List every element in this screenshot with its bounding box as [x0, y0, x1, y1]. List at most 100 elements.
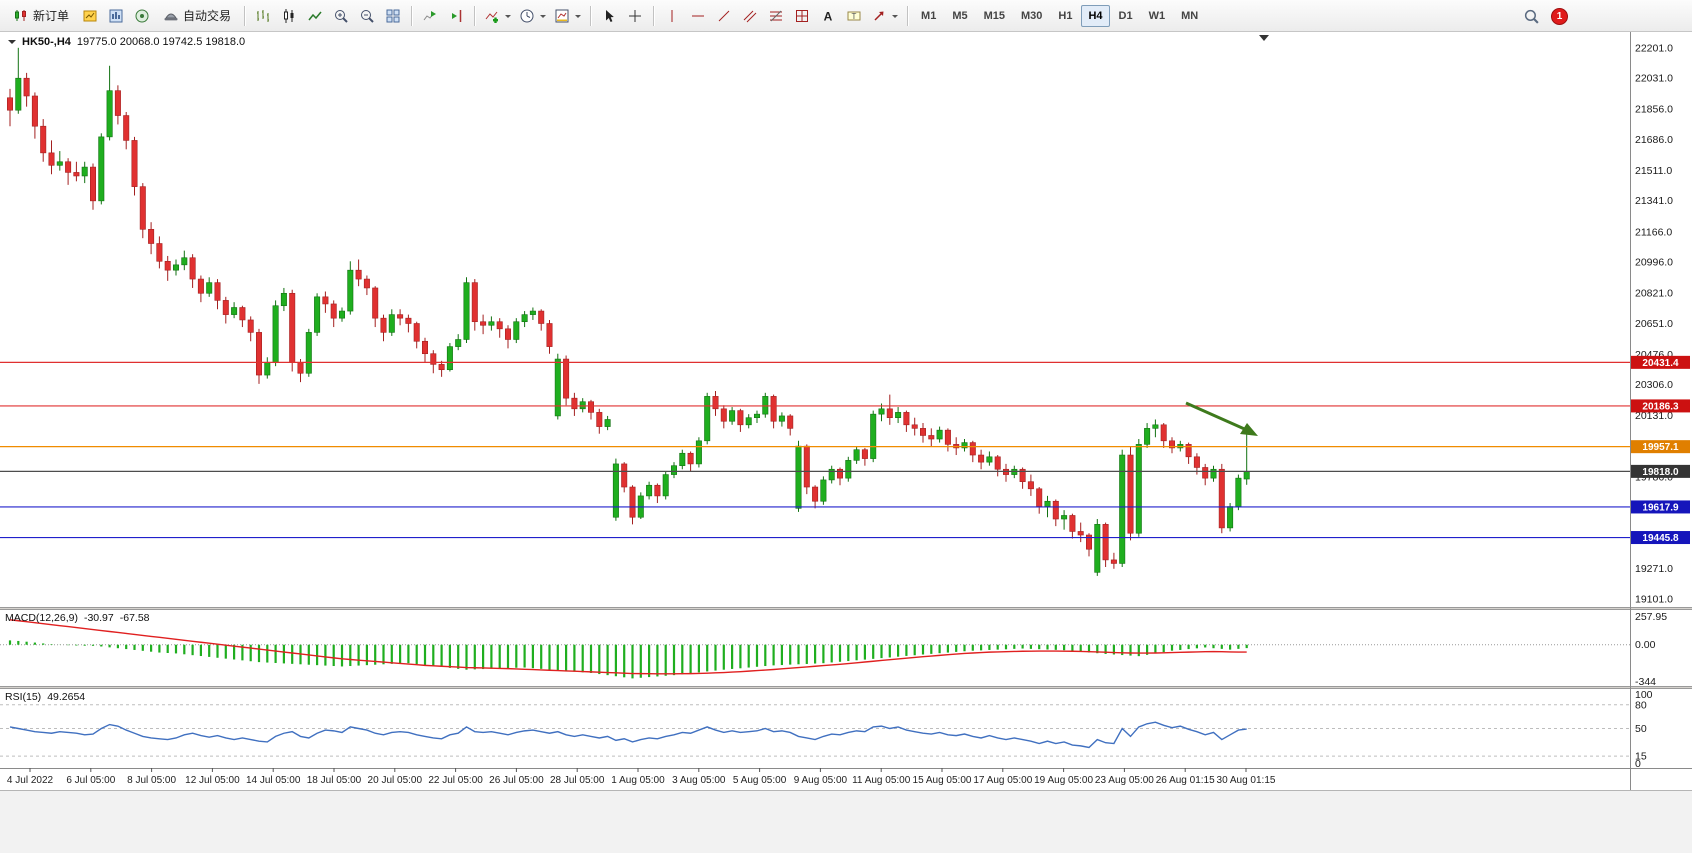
svg-text:22201.0: 22201.0	[1635, 42, 1673, 54]
macd-main-value: -30.97	[83, 612, 114, 624]
chart-shift-button[interactable]	[443, 4, 469, 28]
search-icon[interactable]	[1523, 8, 1540, 25]
timeframe-button-mn[interactable]: MN	[1174, 5, 1205, 27]
rsi-line	[9, 721, 1247, 749]
trendline-button[interactable]	[711, 4, 737, 28]
new-order-label: 新订单	[33, 9, 70, 23]
arrows-button[interactable]	[867, 4, 902, 28]
chevron-down-icon[interactable]	[540, 15, 547, 21]
templates-icon	[555, 9, 569, 22]
line-chart-button[interactable]	[302, 4, 328, 28]
trendline-icon	[718, 10, 730, 21]
zoom-out-button[interactable]	[354, 4, 380, 28]
svg-text:22031.0: 22031.0	[1635, 73, 1673, 85]
text-label-button[interactable]: T	[841, 4, 867, 28]
timeframe-button-m15[interactable]: M15	[977, 5, 1012, 27]
svg-text:21856.0: 21856.0	[1635, 104, 1673, 116]
equidistant-channel-button[interactable]	[737, 4, 763, 28]
new-order-button[interactable]: 新订单	[5, 4, 77, 28]
chart-plot-area[interactable]	[0, 32, 1630, 607]
horizontal-line-button[interactable]	[685, 4, 711, 28]
candlestick-series	[7, 47, 1250, 576]
timeframe-button-d1[interactable]: D1	[1112, 5, 1140, 27]
zoom-in-button[interactable]	[328, 4, 354, 28]
cursor-button[interactable]	[596, 4, 622, 28]
shapes-icon	[796, 9, 809, 22]
zoom-in-icon	[335, 9, 348, 23]
price-axis[interactable]	[1630, 32, 1692, 768]
timeframe-button-h1[interactable]: H1	[1051, 5, 1079, 27]
candlestick-chart-button[interactable]	[276, 4, 302, 28]
toolbar-separator	[244, 5, 246, 26]
line-chart-icon	[308, 11, 322, 20]
arrow-annotation[interactable]	[1185, 401, 1250, 433]
time-axis[interactable]	[0, 768, 1692, 790]
svg-text:-344: -344	[1635, 676, 1656, 688]
periods-button[interactable]	[515, 4, 550, 28]
svg-text:11 Aug 05:00: 11 Aug 05:00	[852, 775, 911, 786]
chevron-down-icon[interactable]	[892, 15, 899, 21]
chevron-down-icon[interactable]	[575, 15, 582, 21]
panel-divider[interactable]	[0, 686, 1692, 689]
shapes-button[interactable]	[789, 4, 815, 28]
toolbar-separator	[474, 5, 476, 26]
timeframe-button-w1[interactable]: W1	[1142, 5, 1173, 27]
vertical-line-button[interactable]	[659, 4, 685, 28]
macd-panel[interactable]	[0, 610, 1630, 686]
main-toolbar: 新订单 自动交易	[0, 0, 1692, 32]
svg-text:1 Aug 05:00: 1 Aug 05:00	[611, 775, 665, 786]
chart-symbol-label: HK50-,H4 19775.0 20068.0 19742.5 19818.0	[8, 36, 245, 48]
chevron-down-icon[interactable]	[505, 15, 512, 21]
fibonacci-icon	[770, 10, 783, 21]
timeframe-button-m1[interactable]: M1	[914, 5, 943, 27]
timeframe-button-m30[interactable]: M30	[1014, 5, 1049, 27]
new-chart-icon	[83, 10, 97, 21]
svg-text:17 Aug 05:00: 17 Aug 05:00	[973, 775, 1032, 786]
svg-text:21341.0: 21341.0	[1635, 195, 1673, 207]
crosshair-icon	[629, 9, 642, 22]
svg-text:20186.3: 20186.3	[1642, 401, 1679, 412]
svg-text:19271.0: 19271.0	[1635, 563, 1673, 575]
rsi-value: 49.2654	[47, 691, 86, 703]
svg-text:19101.0: 19101.0	[1635, 593, 1673, 605]
rsi-panel[interactable]	[0, 689, 1630, 768]
svg-text:8 Jul 05:00: 8 Jul 05:00	[127, 775, 176, 786]
svg-text:19957.1: 19957.1	[1642, 442, 1679, 453]
svg-text:28 Jul 05:00: 28 Jul 05:00	[550, 775, 605, 786]
fibonacci-button[interactable]	[763, 4, 789, 28]
auto-scroll-button[interactable]	[417, 4, 443, 28]
svg-text:19445.8: 19445.8	[1642, 533, 1679, 544]
crosshair-button[interactable]	[622, 4, 648, 28]
toolbar-separator	[411, 5, 413, 26]
svg-text:20821.0: 20821.0	[1635, 288, 1673, 300]
market-watch-button[interactable]	[103, 4, 129, 28]
svg-text:19818.0: 19818.0	[1642, 467, 1679, 478]
timeframe-button-m5[interactable]: M5	[945, 5, 974, 27]
templates-button[interactable]	[550, 4, 585, 28]
tile-windows-button[interactable]	[380, 4, 406, 28]
bar-chart-button[interactable]	[250, 4, 276, 28]
notification-badge[interactable]: 1	[1551, 8, 1568, 25]
svg-text:20 Jul 05:00: 20 Jul 05:00	[368, 775, 423, 786]
svg-text:23 Aug 05:00: 23 Aug 05:00	[1095, 775, 1154, 786]
indicators-button[interactable]	[480, 4, 515, 28]
svg-text:14 Jul 05:00: 14 Jul 05:00	[246, 775, 301, 786]
timeframe-button-h4[interactable]: H4	[1081, 4, 1110, 27]
macd-title: MACD(12,26,9)	[5, 612, 78, 624]
scroll-end-marker[interactable]	[1259, 35, 1269, 41]
toolbar-separator	[907, 5, 909, 26]
auto-trading-button[interactable]: 自动交易	[155, 4, 239, 28]
svg-text:4 Jul 2022: 4 Jul 2022	[7, 775, 54, 786]
symbol-dropdown-icon[interactable]	[8, 40, 16, 48]
panel-divider[interactable]	[0, 607, 1692, 610]
timeframe-group: M1 M5 M15 M30 H1 H4 D1 W1 MN	[913, 4, 1206, 27]
rsi-title: RSI(15)	[5, 691, 42, 703]
navigator-button[interactable]	[129, 4, 155, 28]
svg-text:19 Aug 05:00: 19 Aug 05:00	[1034, 775, 1093, 786]
text-button[interactable]: A	[815, 4, 841, 28]
svg-text:20131.0: 20131.0	[1635, 410, 1673, 422]
auto-trading-icon	[164, 13, 178, 20]
svg-text:0: 0	[1635, 758, 1641, 770]
new-chart-button[interactable]	[77, 4, 103, 28]
